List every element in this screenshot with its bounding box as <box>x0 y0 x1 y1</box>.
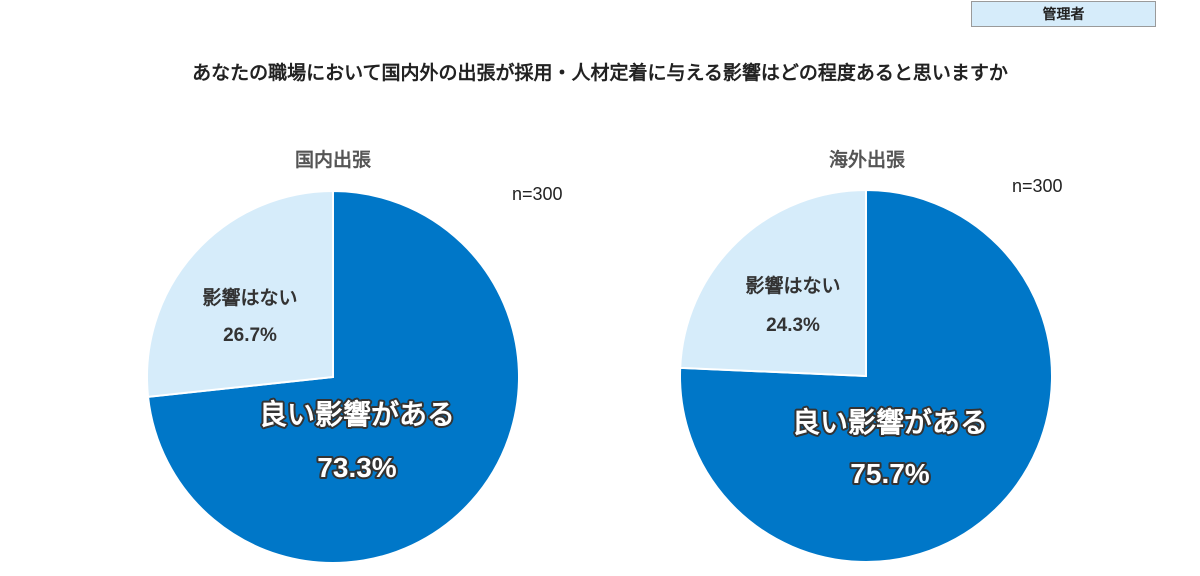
pie-overseas: 影響はない 24.3% 良い影響がある 75.7% <box>679 188 1053 563</box>
slice-label-domestic-no-effect: 影響はない <box>202 286 297 309</box>
slice-label-domestic-positive: 良い影響がある <box>259 398 455 431</box>
sample-size-domestic: n=300 <box>512 184 563 204</box>
slice-value-domestic-no-effect: 26.7% <box>223 325 277 346</box>
chart-title-overseas: 海外出張 <box>828 149 905 171</box>
survey-question-title: あなたの職場において国内外の出張が採用・人材定着に与える影響はどの程度あると思い… <box>192 62 1008 84</box>
pie-domestic: 影響はない 26.7% 良い影響がある 73.3% <box>146 189 520 564</box>
chart-title-domestic: 国内出張 <box>294 149 371 171</box>
slice-value-overseas-positive: 75.7% <box>850 458 929 489</box>
slice-overseas-no-effect <box>679 188 867 378</box>
slice-label-overseas-no-effect: 影響はない <box>745 274 840 297</box>
sample-size-overseas: n=300 <box>1012 176 1063 196</box>
slice-value-overseas-no-effect: 24.3% <box>766 315 820 336</box>
slice-value-domestic-positive: 73.3% <box>317 452 396 483</box>
slice-domestic-no-effect <box>146 189 334 398</box>
role-badge: 管理者 <box>971 1 1156 27</box>
slice-label-overseas-positive: 良い影響がある <box>792 406 988 439</box>
